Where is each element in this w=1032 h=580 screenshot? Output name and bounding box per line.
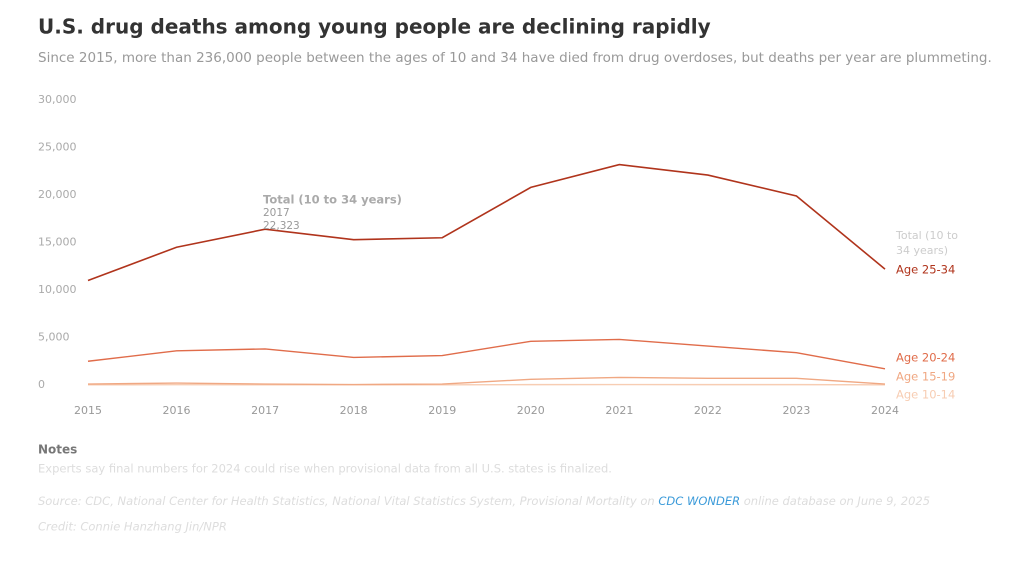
x-tick-label: 2017 <box>251 404 279 417</box>
series-label: Age 25-34 <box>896 263 955 277</box>
tooltip-x: 2017 <box>263 207 290 219</box>
series-line <box>87 163 886 282</box>
tooltip-value: 22,323 <box>263 220 300 232</box>
y-tick-label: 0 <box>38 378 45 391</box>
source-link[interactable]: CDC WONDER <box>658 494 740 508</box>
credit: Credit: Connie Hanzhang Jin/NPR <box>38 520 227 534</box>
y-tick-label: 25,000 <box>38 141 77 154</box>
x-tick-label: 2015 <box>74 404 102 417</box>
y-tick-label: 30,000 <box>38 93 77 106</box>
source: Source: CDC, National Center for Health … <box>38 494 930 508</box>
notes-heading: Notes <box>38 443 77 457</box>
series-label: Age 15-19 <box>896 370 955 384</box>
x-tick-label: 2021 <box>605 404 633 417</box>
chart-title: U.S. drug deaths among young people are … <box>38 15 711 39</box>
total-label: Total (10 to 34 years) <box>896 229 959 257</box>
x-tick-label: 2020 <box>517 404 545 417</box>
x-tick-label: 2022 <box>694 404 722 417</box>
y-tick-label: 5,000 <box>38 331 70 344</box>
tooltip-title: Total (10 to 34 years) <box>263 193 402 207</box>
chart-subtitle: Since 2015, more than 236,000 people bet… <box>38 50 992 66</box>
x-tick-label: 2018 <box>340 404 368 417</box>
y-tick-label: 20,000 <box>38 188 77 201</box>
series-label: Age 20-24 <box>896 351 955 365</box>
series-label: Age 10-14 <box>896 388 955 402</box>
notes-text: Experts say final numbers for 2024 could… <box>38 462 612 476</box>
x-tick-label: 2019 <box>428 404 456 417</box>
x-tick-label: 2024 <box>871 404 899 417</box>
source-text: Source: CDC, National Center for Health … <box>38 494 658 508</box>
x-tick-label: 2016 <box>163 404 191 417</box>
series-line <box>87 376 886 386</box>
x-tick-label: 2023 <box>782 404 810 417</box>
y-tick-label: 15,000 <box>38 236 77 249</box>
source-text: online database on June 9, 2025 <box>740 494 930 508</box>
y-tick-label: 10,000 <box>38 283 77 296</box>
series-line <box>87 338 886 370</box>
